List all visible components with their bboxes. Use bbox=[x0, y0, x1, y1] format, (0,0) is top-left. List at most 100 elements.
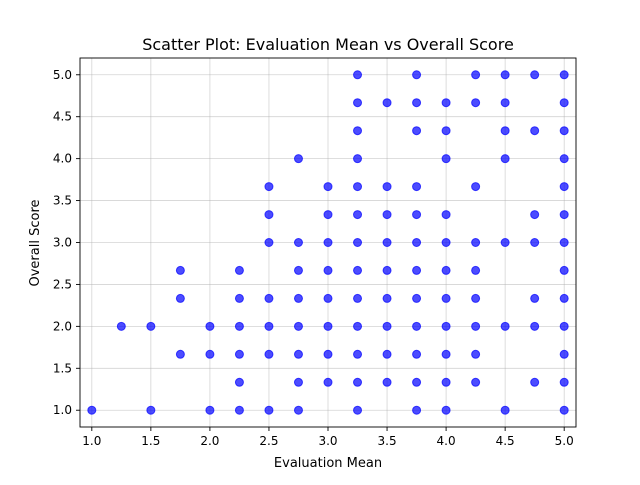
scatter-point bbox=[293, 377, 303, 387]
scatter-point bbox=[205, 321, 215, 331]
scatter-point bbox=[175, 349, 185, 359]
scatter-point bbox=[412, 210, 422, 220]
scatter-point bbox=[87, 405, 97, 415]
scatter-point bbox=[471, 293, 481, 303]
scatter-point bbox=[500, 70, 510, 80]
scatter-point bbox=[353, 126, 363, 136]
scatter-point bbox=[353, 70, 363, 80]
scatter-point bbox=[471, 70, 481, 80]
scatter-point bbox=[293, 265, 303, 275]
scatter-point bbox=[175, 293, 185, 303]
x-tick-label: 3.5 bbox=[378, 434, 397, 448]
scatter-point bbox=[471, 349, 481, 359]
scatter-point bbox=[500, 126, 510, 136]
scatter-point bbox=[441, 405, 451, 415]
y-tick-label: 4.5 bbox=[53, 110, 72, 124]
scatter-point bbox=[500, 238, 510, 247]
scatter-point bbox=[559, 98, 569, 108]
x-tick-label: 2.5 bbox=[259, 434, 278, 448]
scatter-point bbox=[353, 98, 363, 108]
scatter-point bbox=[323, 265, 333, 275]
scatter-point bbox=[353, 182, 363, 192]
scatter-point bbox=[559, 182, 569, 192]
scatter-point bbox=[471, 321, 481, 331]
y-tick-label: 3.5 bbox=[53, 194, 72, 208]
scatter-point bbox=[412, 405, 422, 415]
scatter-point bbox=[559, 154, 569, 164]
scatter-point bbox=[412, 293, 422, 303]
scatter-point bbox=[264, 182, 274, 192]
scatter-point bbox=[530, 126, 540, 136]
scatter-point bbox=[234, 349, 244, 359]
scatter-point bbox=[353, 377, 363, 387]
y-tick-label: 1.5 bbox=[53, 361, 72, 375]
y-tick-label: 4.0 bbox=[53, 152, 72, 166]
scatter-point bbox=[382, 321, 392, 331]
scatter-point bbox=[264, 238, 274, 247]
scatter-point bbox=[500, 98, 510, 108]
scatter-point bbox=[264, 405, 274, 415]
scatter-point bbox=[382, 238, 392, 247]
scatter-point bbox=[500, 405, 510, 415]
scatter-point bbox=[293, 405, 303, 415]
scatter-point bbox=[441, 238, 451, 247]
x-tick-label: 4.5 bbox=[496, 434, 515, 448]
scatter-point bbox=[234, 405, 244, 415]
scatter-point bbox=[264, 210, 274, 220]
scatter-point bbox=[353, 154, 363, 164]
scatter-point bbox=[234, 321, 244, 331]
scatter-point bbox=[441, 154, 451, 164]
scatter-point bbox=[323, 293, 333, 303]
x-tick-label: 1.0 bbox=[82, 434, 101, 448]
scatter-point bbox=[353, 405, 363, 415]
scatter-point bbox=[264, 293, 274, 303]
chart-title: Scatter Plot: Evaluation Mean vs Overall… bbox=[142, 35, 514, 54]
scatter-point bbox=[382, 293, 392, 303]
points-layer bbox=[87, 70, 569, 415]
scatter-point bbox=[559, 210, 569, 220]
scatter-point bbox=[441, 265, 451, 275]
scatter-point bbox=[412, 377, 422, 387]
x-tick-label: 2.0 bbox=[200, 434, 219, 448]
scatter-point bbox=[382, 182, 392, 192]
scatter-point bbox=[471, 377, 481, 387]
scatter-point bbox=[412, 265, 422, 275]
scatter-point bbox=[412, 321, 422, 331]
x-tick-label: 5.0 bbox=[555, 434, 574, 448]
scatter-point bbox=[441, 293, 451, 303]
x-tick-label: 4.0 bbox=[437, 434, 456, 448]
scatter-point bbox=[559, 70, 569, 80]
scatter-point bbox=[323, 238, 333, 247]
scatter-point bbox=[412, 98, 422, 108]
scatter-point bbox=[353, 210, 363, 220]
scatter-point bbox=[353, 321, 363, 331]
scatter-point bbox=[471, 98, 481, 108]
scatter-point bbox=[293, 293, 303, 303]
scatter-point bbox=[382, 349, 392, 359]
y-tick-label: 1.0 bbox=[53, 403, 72, 417]
scatter-point bbox=[530, 70, 540, 80]
scatter-point bbox=[441, 98, 451, 108]
scatter-point bbox=[441, 126, 451, 136]
scatter-point bbox=[264, 321, 274, 331]
scatter-point bbox=[323, 349, 333, 359]
y-tick-label: 3.0 bbox=[53, 236, 72, 250]
scatter-point bbox=[412, 238, 422, 247]
scatter-point bbox=[412, 349, 422, 359]
scatter-point bbox=[293, 154, 303, 164]
scatter-point bbox=[412, 70, 422, 80]
scatter-point bbox=[234, 377, 244, 387]
scatter-point bbox=[382, 210, 392, 220]
x-axis-label: Evaluation Mean bbox=[274, 456, 382, 471]
scatter-point bbox=[205, 405, 215, 415]
scatter-point bbox=[559, 405, 569, 415]
scatter-point bbox=[441, 210, 451, 220]
scatter-point bbox=[293, 349, 303, 359]
scatter-point bbox=[353, 238, 363, 247]
scatter-point bbox=[205, 349, 215, 359]
y-tick-label: 2.0 bbox=[53, 319, 72, 333]
scatter-point bbox=[530, 210, 540, 220]
scatter-point bbox=[441, 349, 451, 359]
scatter-point bbox=[382, 377, 392, 387]
